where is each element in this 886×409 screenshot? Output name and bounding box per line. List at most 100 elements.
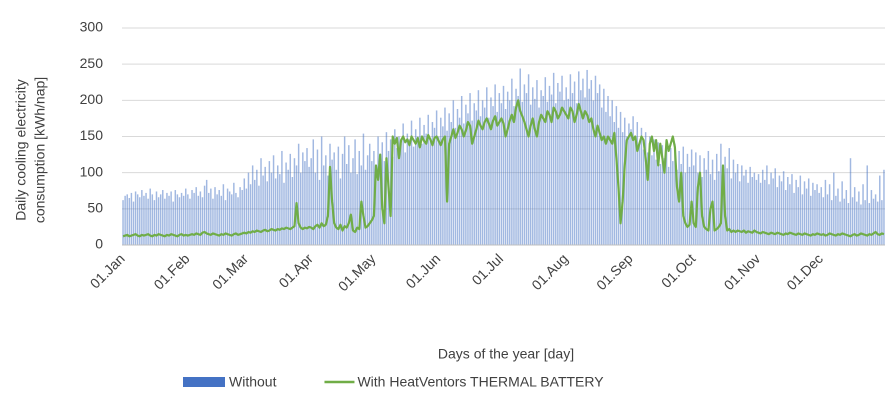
bar — [205, 179, 208, 245]
bar — [697, 172, 699, 245]
bar — [352, 158, 354, 245]
bar — [546, 101, 549, 245]
bar — [805, 188, 808, 245]
bar — [713, 179, 716, 245]
bar — [423, 124, 425, 245]
bar — [314, 172, 317, 245]
bar — [316, 149, 319, 245]
bar — [521, 101, 524, 245]
bar — [575, 103, 578, 245]
bar — [136, 194, 139, 245]
bar — [862, 184, 864, 245]
bar — [707, 150, 710, 245]
bar — [293, 158, 296, 245]
bar — [626, 136, 628, 245]
y-tick-label: 0 — [95, 236, 103, 252]
bar — [847, 203, 850, 245]
bar — [563, 100, 565, 245]
bar — [695, 152, 697, 245]
y-tick-label: 50 — [87, 200, 103, 216]
bar — [345, 163, 348, 245]
bar — [555, 103, 557, 245]
bar — [312, 139, 315, 245]
bar — [879, 175, 881, 245]
bar — [421, 143, 423, 245]
bar — [598, 84, 601, 245]
bar — [578, 71, 580, 246]
bar — [132, 201, 135, 245]
bar — [858, 191, 860, 245]
bar — [611, 100, 613, 245]
bar — [329, 143, 331, 245]
x-tick-label: 01.Oct — [658, 250, 699, 291]
bar — [816, 184, 818, 245]
bar — [586, 69, 588, 245]
bar — [849, 158, 852, 245]
bar — [222, 184, 225, 245]
bar — [180, 192, 183, 245]
bar — [187, 194, 189, 245]
bar — [151, 194, 154, 245]
bar — [124, 195, 126, 245]
bar — [596, 93, 599, 245]
bar — [400, 143, 402, 245]
bar — [279, 174, 281, 245]
bar — [216, 194, 218, 245]
bar — [193, 192, 195, 245]
bar — [218, 190, 220, 245]
bar — [291, 177, 294, 245]
bar — [419, 117, 421, 245]
bar — [766, 165, 768, 245]
bar — [358, 150, 360, 245]
bar — [722, 175, 724, 245]
bar — [534, 98, 536, 246]
bar — [751, 177, 753, 245]
bar — [456, 109, 459, 245]
bar — [590, 80, 593, 245]
bar — [715, 153, 718, 245]
bar — [469, 93, 471, 245]
bar — [661, 145, 664, 245]
bar — [197, 195, 200, 245]
bar — [761, 169, 764, 245]
x-axis-title: Days of the year [day] — [438, 346, 574, 362]
bar — [371, 161, 373, 245]
bar — [149, 188, 151, 245]
bar — [517, 95, 519, 245]
bar — [523, 84, 526, 245]
bar — [402, 123, 404, 245]
bar — [851, 197, 854, 245]
bar — [354, 139, 356, 245]
bar — [396, 148, 398, 245]
bar — [741, 165, 743, 245]
bar — [170, 191, 172, 245]
bar — [540, 90, 542, 245]
bar — [494, 84, 496, 245]
bar — [822, 197, 825, 245]
bar — [437, 136, 440, 245]
bar — [663, 158, 666, 245]
bar — [791, 174, 793, 245]
bar — [212, 198, 214, 245]
bar — [490, 97, 492, 245]
bar — [649, 136, 651, 245]
bar — [471, 120, 473, 245]
bar — [272, 155, 275, 245]
bar — [258, 185, 260, 245]
bar — [343, 136, 346, 245]
bar — [745, 169, 747, 245]
bar — [333, 152, 335, 245]
bar — [843, 198, 845, 245]
y-tick-label: 250 — [80, 55, 104, 71]
bar — [465, 104, 467, 245]
bar — [686, 153, 689, 245]
bar — [659, 163, 662, 245]
bar — [433, 127, 436, 245]
bar — [176, 194, 179, 245]
bar — [251, 165, 254, 245]
x-tick-label: 01.Jul — [468, 250, 506, 288]
bar — [613, 122, 616, 245]
bar — [812, 182, 814, 245]
y-tick-label: 300 — [80, 19, 104, 35]
bar — [157, 197, 160, 245]
